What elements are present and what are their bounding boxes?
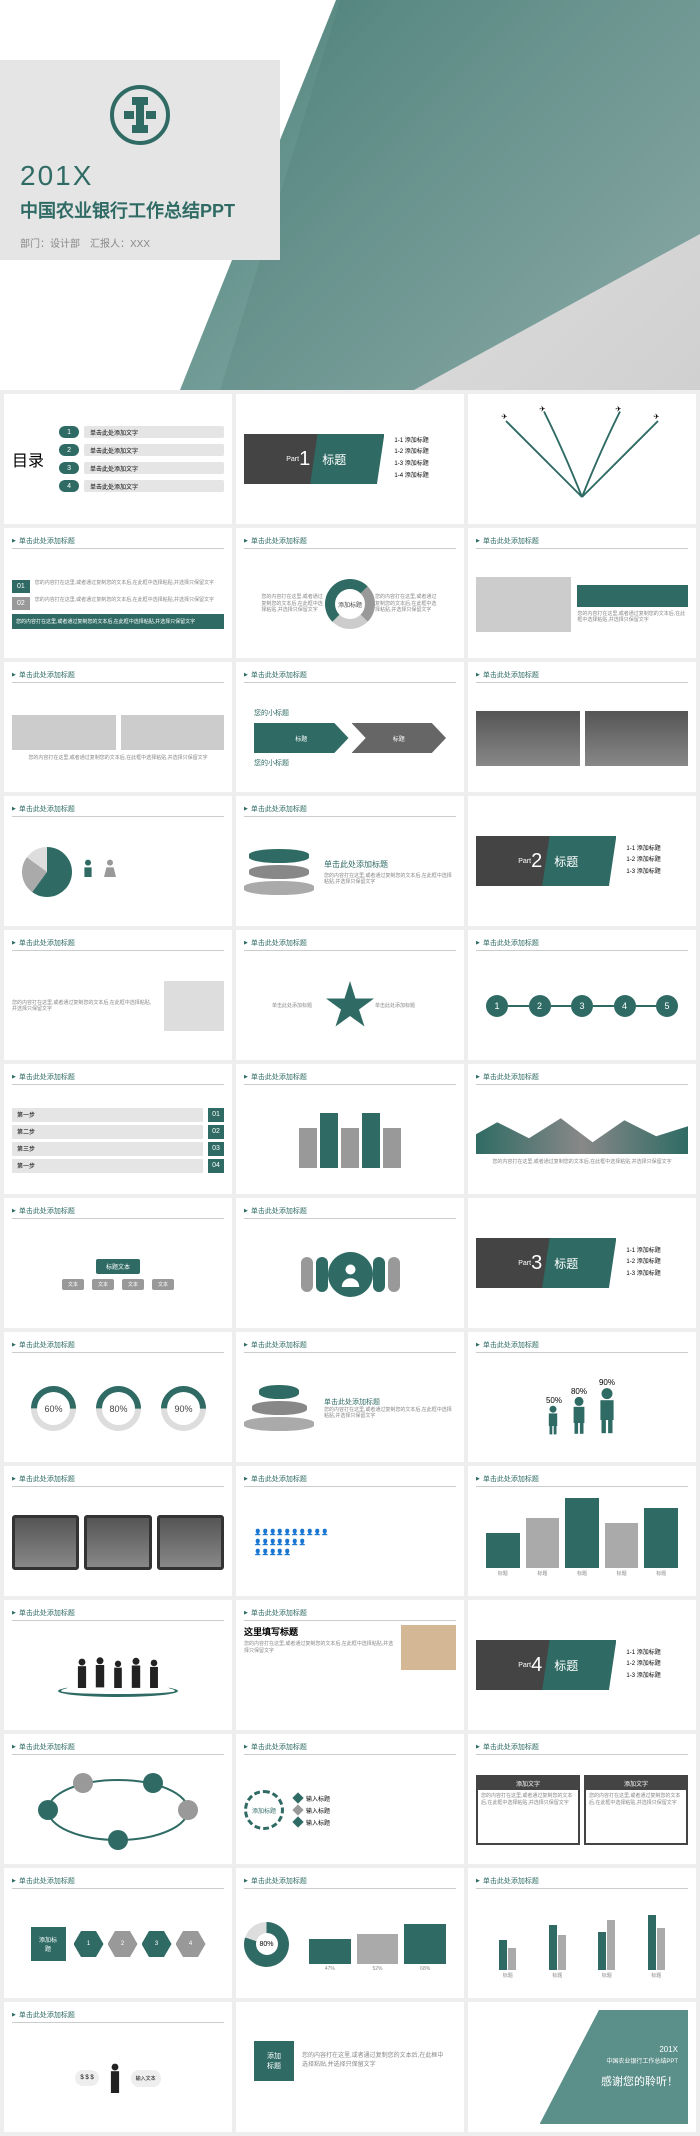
hex-slide: 单击此处添加标题 添加标题1234 (4, 1868, 232, 1998)
toc-title: 目录 (12, 447, 44, 471)
cover-subtitle: 部门：设计部 汇报人：XXX (20, 235, 260, 250)
bank-logo-icon (110, 85, 170, 145)
arrows-slide: 单击此处添加标题 您的小标题 标题标题 您的小标题 (236, 662, 464, 792)
people-pct-slide: 单击此处添加标题 50% 80% 90% (468, 1332, 696, 1462)
section-1-slide: Part1 标题 1-1 添加标题1-2 添加标题1-3 添加标题1-4 添加标… (236, 394, 464, 524)
keyboard-slide: 单击此处添加标题 您的内容打在这里,或者通过复制您的文本后,在此框中选择粘贴,并… (4, 930, 232, 1060)
two-img-slide: 单击此处添加标题 您的内容打在这里,或者通过复制您的文本后,在此框中选择粘贴,并… (4, 662, 232, 792)
cover-panel: 201X 中国农业银行工作总结PPT 部门：设计部 汇报人：XXX (0, 60, 280, 260)
person-icon (328, 1252, 373, 1297)
planes-slide: ✈ ✈ ✈ ✈ (468, 394, 696, 524)
svg-text:✈: ✈ (501, 412, 508, 421)
donut-slide: 单击此处添加标题 您的内容打在这里,或者通过复制您的文本后,在此框中选择粘贴,并… (236, 528, 464, 658)
cover-slide: 201X 中国农业银行工作总结PPT 部门：设计部 汇报人：XXX (0, 0, 700, 390)
rings-slide: 单击此处添加标题 60%80%90% (4, 1332, 232, 1462)
text-blocks-slide: 单击此处添加标题 01您的内容打在这里,或者通过复制您的文本后,在此框中选择粘贴… (4, 528, 232, 658)
section-3-slide: Part3 标题 1-1 添加标题1-2 添加标题1-3 添加标题 (468, 1198, 696, 1328)
people-rows-slide: 单击此处添加标题 👤👤👤👤👤👤👤👤👤👤 👤👤👤👤👤👤👤 👤👤👤👤👤 (236, 1466, 464, 1596)
svg-text:✈: ✈ (653, 412, 660, 421)
cubes-slide: 单击此处添加标题 (236, 1064, 464, 1194)
speech-slide: 单击此处添加标题 $ $ $输入文本 (4, 2002, 232, 2132)
toc-slide: 目录 1单击此处添加文字 2单击此处添加文字 3单击此处添加文字 4单击此处添加… (4, 394, 232, 524)
avatar-slide: 单击此处添加标题 (236, 1198, 464, 1328)
bars-slide: 单击此处添加标题 标题 标题 标题 标题 标题 (468, 1466, 696, 1596)
steps-slide: 单击此处添加标题 12345 (468, 930, 696, 1060)
star-slide: 单击此处添加标题 单击此处添加标题单击此处添加标题 (236, 930, 464, 1060)
grouped-bars-slide: 单击此处添加标题 标题 标题 标题 标题 (468, 1868, 696, 1998)
tablets-slide: 单击此处添加标题 (4, 1466, 232, 1596)
tabs-slide: 单击此处添加标题 添加文字您的内容打在这里,或者通过复制您的文本后,在此框中选择… (468, 1734, 696, 1864)
cover-year: 201X (20, 160, 260, 192)
final-text-slide: 添加标题您的内容打在这里,或者通过复制您的文本后,在此框中选择粘贴,并选择只保留… (236, 2002, 464, 2132)
cover-title: 中国农业银行工作总结PPT (20, 197, 260, 223)
process-slide: 单击此处添加标题 第一步01 第二步02 第三步03 第一步04 (4, 1064, 232, 1194)
silhouette-slide: 单击此处添加标题 (4, 1600, 232, 1730)
svg-text:✈: ✈ (539, 405, 546, 414)
story-slide: 单击此处添加标题 这里填写标题您的内容打在这里,或者通过复制您的文本后,在此框中… (236, 1600, 464, 1730)
image-text-slide: 单击此处添加标题 您的内容打在这里,或者通过复制您的文本后,在此框中选择粘贴,并… (468, 528, 696, 658)
end-slide: 201X 中国农业银行工作总结PPT 感谢您的聆听！ (468, 2002, 696, 2132)
section-4-slide: Part4 标题 1-1 添加标题1-2 添加标题1-3 添加标题 (468, 1600, 696, 1730)
pie-people-slide: 单击此处添加标题 (4, 796, 232, 926)
pie-bars-slide: 单击此处添加标题 80% 47% 52% 68% (236, 1868, 464, 1998)
svg-text:✈: ✈ (615, 405, 622, 414)
gear-list-slide: 单击此处添加标题 添加标题 输入标题 输入标题 输入标题 (236, 1734, 464, 1864)
circle-icons-slide: 单击此处添加标题 (4, 1734, 232, 1864)
section-2-slide: Part2 标题 1-1 添加标题1-2 添加标题1-3 添加标题 (468, 796, 696, 926)
stacked-cyl-slide: 单击此处添加标题 单击此处添加标题您的内容打在这里,或者通过复制您的文本后,在此… (236, 1332, 464, 1462)
wave-slide: 单击此处添加标题 您的内容打在这里,或者通过复制您的文本后,在此框中选择粘贴,并… (468, 1064, 696, 1194)
slides-grid: 目录 1单击此处添加文字 2单击此处添加文字 3单击此处添加文字 4单击此处添加… (0, 390, 700, 2136)
org-slide: 单击此处添加标题 标题文本文本文本文本文本 (4, 1198, 232, 1328)
city-images-slide: 单击此处添加标题 (468, 662, 696, 792)
cylinder-slide: 单击此处添加标题 单击此处添加标题您的内容打在这里,或者通过复制您的文本后,在此… (236, 796, 464, 926)
